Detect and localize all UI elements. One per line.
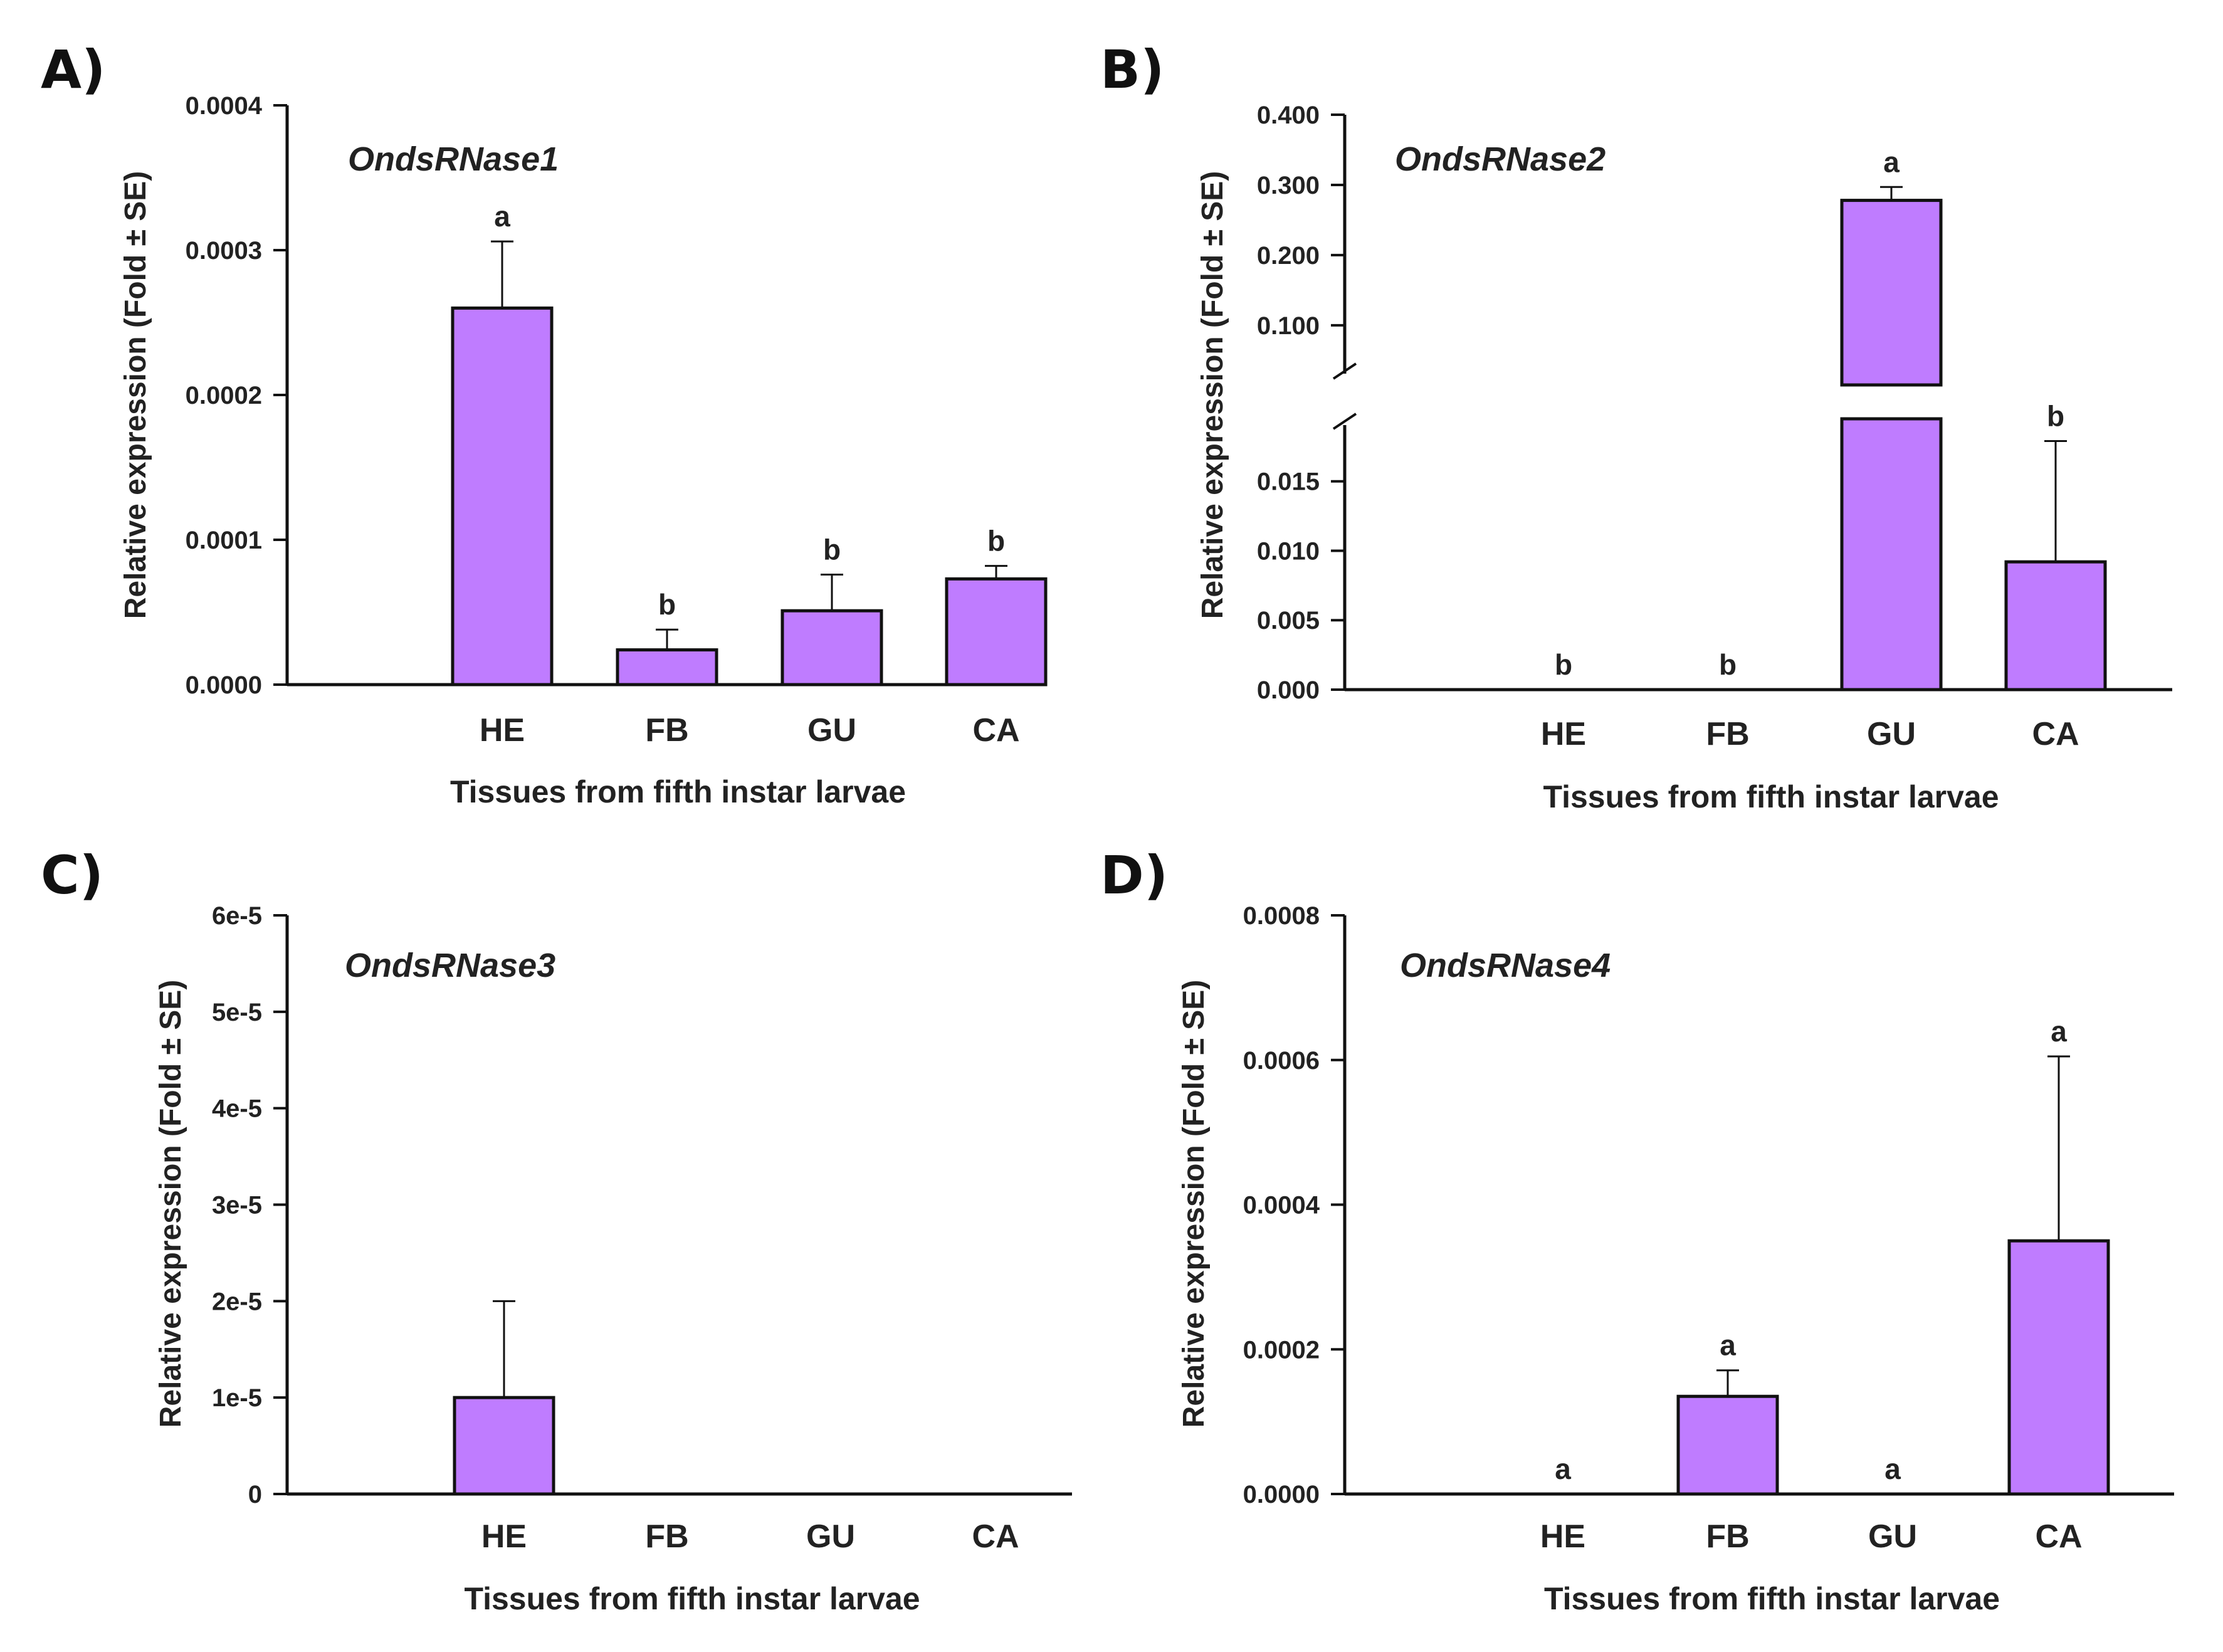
- y-tick-label: 0: [248, 1481, 262, 1508]
- y-tick-label: 0.0008: [1243, 902, 1320, 930]
- significance-letter: a: [2051, 1015, 2067, 1048]
- x-axis-label: Tissues from fifth instar larvae: [1543, 779, 1999, 814]
- significance-letter: b: [2047, 399, 2064, 432]
- y-tick-label: 5e-5: [212, 999, 262, 1026]
- y-tick-label: 0.300: [1257, 172, 1320, 199]
- x-tick-label: FB: [1706, 1518, 1749, 1555]
- y-axis-label: Relative expression (Fold ± SE): [119, 171, 152, 619]
- x-tick-label: FB: [645, 712, 688, 749]
- y-tick-label: 4e-5: [212, 1095, 262, 1123]
- panel-letter: D): [1100, 844, 1168, 906]
- y-tick-label: 0.000: [1257, 676, 1320, 704]
- x-tick-label: HE: [481, 1518, 527, 1555]
- gene-title: OndsRNase1: [348, 140, 559, 178]
- x-tick-label: HE: [1541, 716, 1586, 752]
- y-tick-label: 1e-5: [212, 1384, 262, 1412]
- x-tick-label: GU: [1867, 716, 1916, 752]
- y-axis-label: Relative expression (Fold ± SE): [1177, 980, 1211, 1428]
- y-tick-label: 0.005: [1257, 607, 1320, 634]
- y-tick-label: 0.400: [1257, 102, 1320, 129]
- y-tick-label: 0.0001: [186, 527, 262, 554]
- panel-letter: C): [41, 844, 103, 906]
- x-axis-label: Tissues from fifth instar larvae: [464, 1581, 920, 1616]
- gene-title: OndsRNase2: [1395, 140, 1606, 178]
- y-tick-label: 0.0004: [186, 92, 263, 120]
- x-axis-label: Tissues from fifth instar larvae: [450, 774, 906, 809]
- y-tick-label: 0.0006: [1243, 1047, 1320, 1075]
- bar: [780, 609, 883, 687]
- y-tick-label: 0.0000: [1243, 1481, 1320, 1508]
- x-tick-label: CA: [2032, 716, 2079, 752]
- y-tick-label: 0.010: [1257, 537, 1320, 565]
- y-tick-label: 0.0002: [186, 382, 262, 409]
- bar: [451, 306, 554, 687]
- significance-letter: a: [1883, 145, 1900, 178]
- panels-container: A) OndsRNase1 Relative expression (Fold ± …: [41, 39, 2174, 1616]
- chart-panel-4: D) OndsRNase4 Relative expression (Fold ± …: [1100, 844, 2174, 1616]
- bar-lower-segment: [1840, 417, 1943, 692]
- chart-panel-2: B) OndsRNase2 Relative expression (Fold ± …: [1100, 39, 2172, 814]
- bar-upper-segment: [1840, 199, 1943, 387]
- gene-title: OndsRNase3: [345, 947, 555, 984]
- axis-break-mark: [1332, 413, 1357, 430]
- significance-letter: a: [1555, 1453, 1571, 1485]
- chart-panel-3: C) OndsRNase3 Relative expression (Fold ± …: [41, 844, 1072, 1616]
- bar: [616, 648, 718, 687]
- x-tick-label: HE: [1540, 1518, 1585, 1555]
- x-tick-label: CA: [972, 1518, 1019, 1555]
- x-tick-label: GU: [1868, 1518, 1917, 1555]
- bar: [2007, 1239, 2110, 1496]
- bar: [1676, 1394, 1779, 1496]
- y-tick-label: 0.0002: [1243, 1336, 1320, 1364]
- y-tick-label: 3e-5: [212, 1192, 262, 1219]
- gene-title: OndsRNase4: [1400, 947, 1611, 984]
- x-tick-label: GU: [806, 1518, 855, 1555]
- y-tick-label: 0.0003: [186, 237, 262, 265]
- significance-letter: b: [823, 533, 841, 566]
- y-tick-label: 0.0000: [186, 671, 262, 699]
- y-tick-label: 0.100: [1257, 312, 1320, 340]
- x-tick-label: GU: [807, 712, 856, 749]
- bar: [945, 577, 1048, 687]
- y-tick-label: 2e-5: [212, 1288, 262, 1315]
- y-tick-label: 0.0004: [1243, 1192, 1320, 1219]
- y-axis-label: Relative expression (Fold ± SE): [154, 980, 187, 1428]
- significance-letter: a: [1720, 1329, 1736, 1362]
- y-tick-label: 6e-5: [212, 902, 262, 930]
- y-tick-label: 0.015: [1257, 468, 1320, 496]
- x-tick-label: FB: [645, 1518, 688, 1555]
- bar: [2004, 560, 2107, 692]
- x-tick-label: CA: [972, 712, 1019, 749]
- significance-letter: b: [658, 588, 676, 621]
- significance-letter: b: [1555, 648, 1572, 681]
- y-tick-label: 0.200: [1257, 242, 1320, 270]
- axis-break-mark: [1332, 362, 1357, 380]
- chart-panel-1: A) OndsRNase1 Relative expression (Fold ± …: [41, 39, 1048, 809]
- panel-letter: A): [41, 39, 105, 100]
- y-axis-label: Relative expression (Fold ± SE): [1196, 171, 1229, 619]
- bar: [453, 1396, 555, 1496]
- panel-letter: B): [1100, 39, 1164, 100]
- x-axis-label: Tissues from fifth instar larvae: [1544, 1581, 2000, 1616]
- x-tick-label: HE: [480, 712, 525, 749]
- x-tick-label: FB: [1706, 716, 1749, 752]
- significance-letter: b: [1719, 648, 1737, 681]
- significance-letter: a: [494, 200, 510, 233]
- significance-letter: b: [987, 525, 1005, 557]
- x-tick-label: CA: [2035, 1518, 2082, 1555]
- significance-letter: a: [1884, 1453, 1901, 1485]
